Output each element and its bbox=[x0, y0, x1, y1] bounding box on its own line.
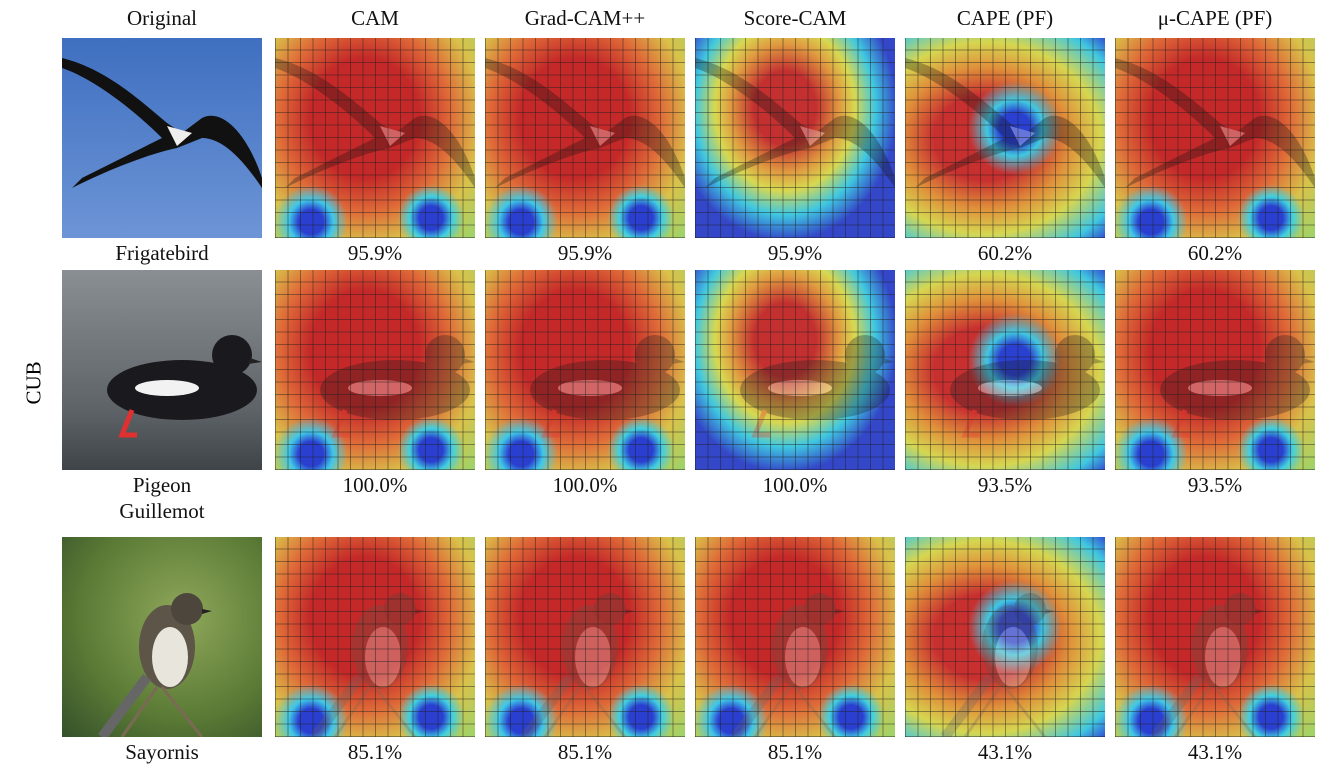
grid-overlay bbox=[275, 38, 475, 238]
heatmap bbox=[275, 537, 475, 737]
original-image bbox=[62, 38, 262, 238]
grid-overlay bbox=[905, 270, 1105, 470]
column-header: Grad-CAM++ bbox=[480, 6, 690, 30]
column-header: CAM bbox=[270, 6, 480, 30]
original-image bbox=[62, 270, 262, 470]
score: 95.9% bbox=[690, 241, 900, 265]
grid-overlay bbox=[905, 38, 1105, 238]
score: 85.1% bbox=[690, 740, 900, 764]
score: 93.5% bbox=[900, 473, 1110, 497]
grid-overlay bbox=[1115, 270, 1315, 470]
row-label: Guillemot bbox=[57, 499, 267, 523]
figure: CUB OriginalCAMGrad-CAM++Score-CAMCAPE (… bbox=[0, 0, 1321, 766]
grid-overlay bbox=[695, 38, 895, 238]
score: 100.0% bbox=[270, 473, 480, 497]
grid-overlay bbox=[1115, 537, 1315, 737]
grid-overlay bbox=[905, 537, 1105, 737]
grid-overlay bbox=[1115, 38, 1315, 238]
score: 43.1% bbox=[900, 740, 1110, 764]
bird bbox=[62, 38, 262, 238]
heatmap bbox=[485, 537, 685, 737]
column-header: Score-CAM bbox=[690, 6, 900, 30]
heatmap bbox=[275, 270, 475, 470]
heatmap bbox=[1115, 537, 1315, 737]
original-image bbox=[62, 537, 262, 737]
row-label: Sayornis bbox=[57, 740, 267, 764]
heatmap bbox=[485, 38, 685, 238]
grid-overlay bbox=[275, 270, 475, 470]
heatmap bbox=[485, 270, 685, 470]
score: 100.0% bbox=[480, 473, 690, 497]
score: 100.0% bbox=[690, 473, 900, 497]
score: 60.2% bbox=[900, 241, 1110, 265]
grid-overlay bbox=[275, 537, 475, 737]
bird bbox=[62, 270, 262, 470]
column-header: Original bbox=[57, 6, 267, 30]
grid-overlay bbox=[485, 38, 685, 238]
heatmap bbox=[905, 537, 1105, 737]
heatmap bbox=[275, 38, 475, 238]
grid-overlay bbox=[485, 537, 685, 737]
bird bbox=[62, 537, 262, 737]
heatmap bbox=[905, 270, 1105, 470]
score: 95.9% bbox=[270, 241, 480, 265]
grid-overlay bbox=[695, 270, 895, 470]
row-label: Pigeon bbox=[57, 473, 267, 497]
score: 85.1% bbox=[480, 740, 690, 764]
grid-overlay bbox=[695, 537, 895, 737]
score: 60.2% bbox=[1110, 241, 1320, 265]
row-label: Frigatebird bbox=[57, 241, 267, 265]
dataset-label: CUB bbox=[22, 365, 47, 405]
heatmap bbox=[1115, 270, 1315, 470]
score: 93.5% bbox=[1110, 473, 1320, 497]
column-header: μ-CAPE (PF) bbox=[1110, 6, 1320, 30]
heatmap bbox=[695, 38, 895, 238]
heatmap bbox=[695, 270, 895, 470]
heatmap bbox=[905, 38, 1105, 238]
column-header: CAPE (PF) bbox=[900, 6, 1110, 30]
score: 95.9% bbox=[480, 241, 690, 265]
heatmap bbox=[1115, 38, 1315, 238]
score: 43.1% bbox=[1110, 740, 1320, 764]
heatmap bbox=[695, 537, 895, 737]
score: 85.1% bbox=[270, 740, 480, 764]
grid-overlay bbox=[485, 270, 685, 470]
